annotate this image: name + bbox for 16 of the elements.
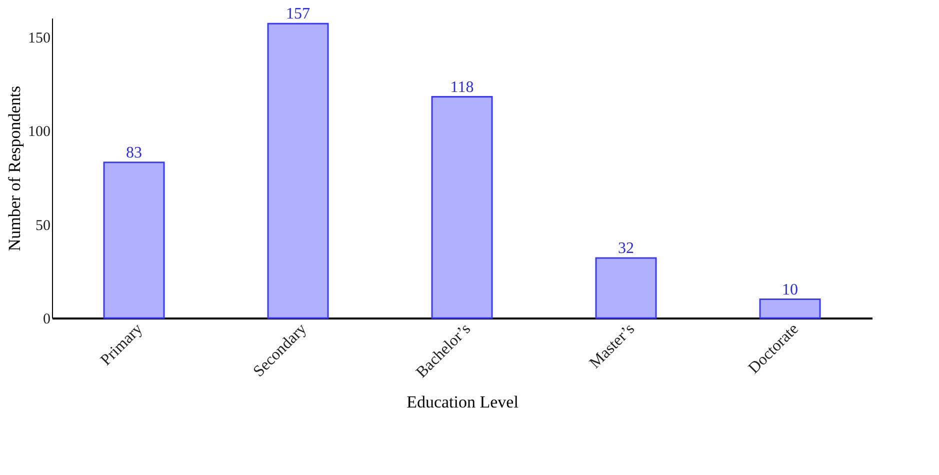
y-tick-label: 100 bbox=[28, 124, 50, 140]
data-label: 157 bbox=[286, 6, 310, 23]
bar bbox=[103, 162, 165, 319]
bar bbox=[267, 22, 329, 319]
data-label: 10 bbox=[782, 281, 798, 298]
y-axis-title: Number of Respondents bbox=[5, 86, 24, 252]
bar bbox=[595, 257, 657, 319]
y-tick-label: 50 bbox=[36, 218, 50, 234]
bar bbox=[759, 298, 821, 319]
y-tick-label: 150 bbox=[28, 30, 50, 46]
y-tick-label: 0 bbox=[43, 312, 50, 328]
data-label: 83 bbox=[126, 144, 142, 162]
data-label: 32 bbox=[618, 240, 634, 257]
bar bbox=[431, 96, 493, 319]
x-axis-title: Education Level bbox=[406, 392, 519, 412]
data-label: 118 bbox=[450, 78, 474, 96]
